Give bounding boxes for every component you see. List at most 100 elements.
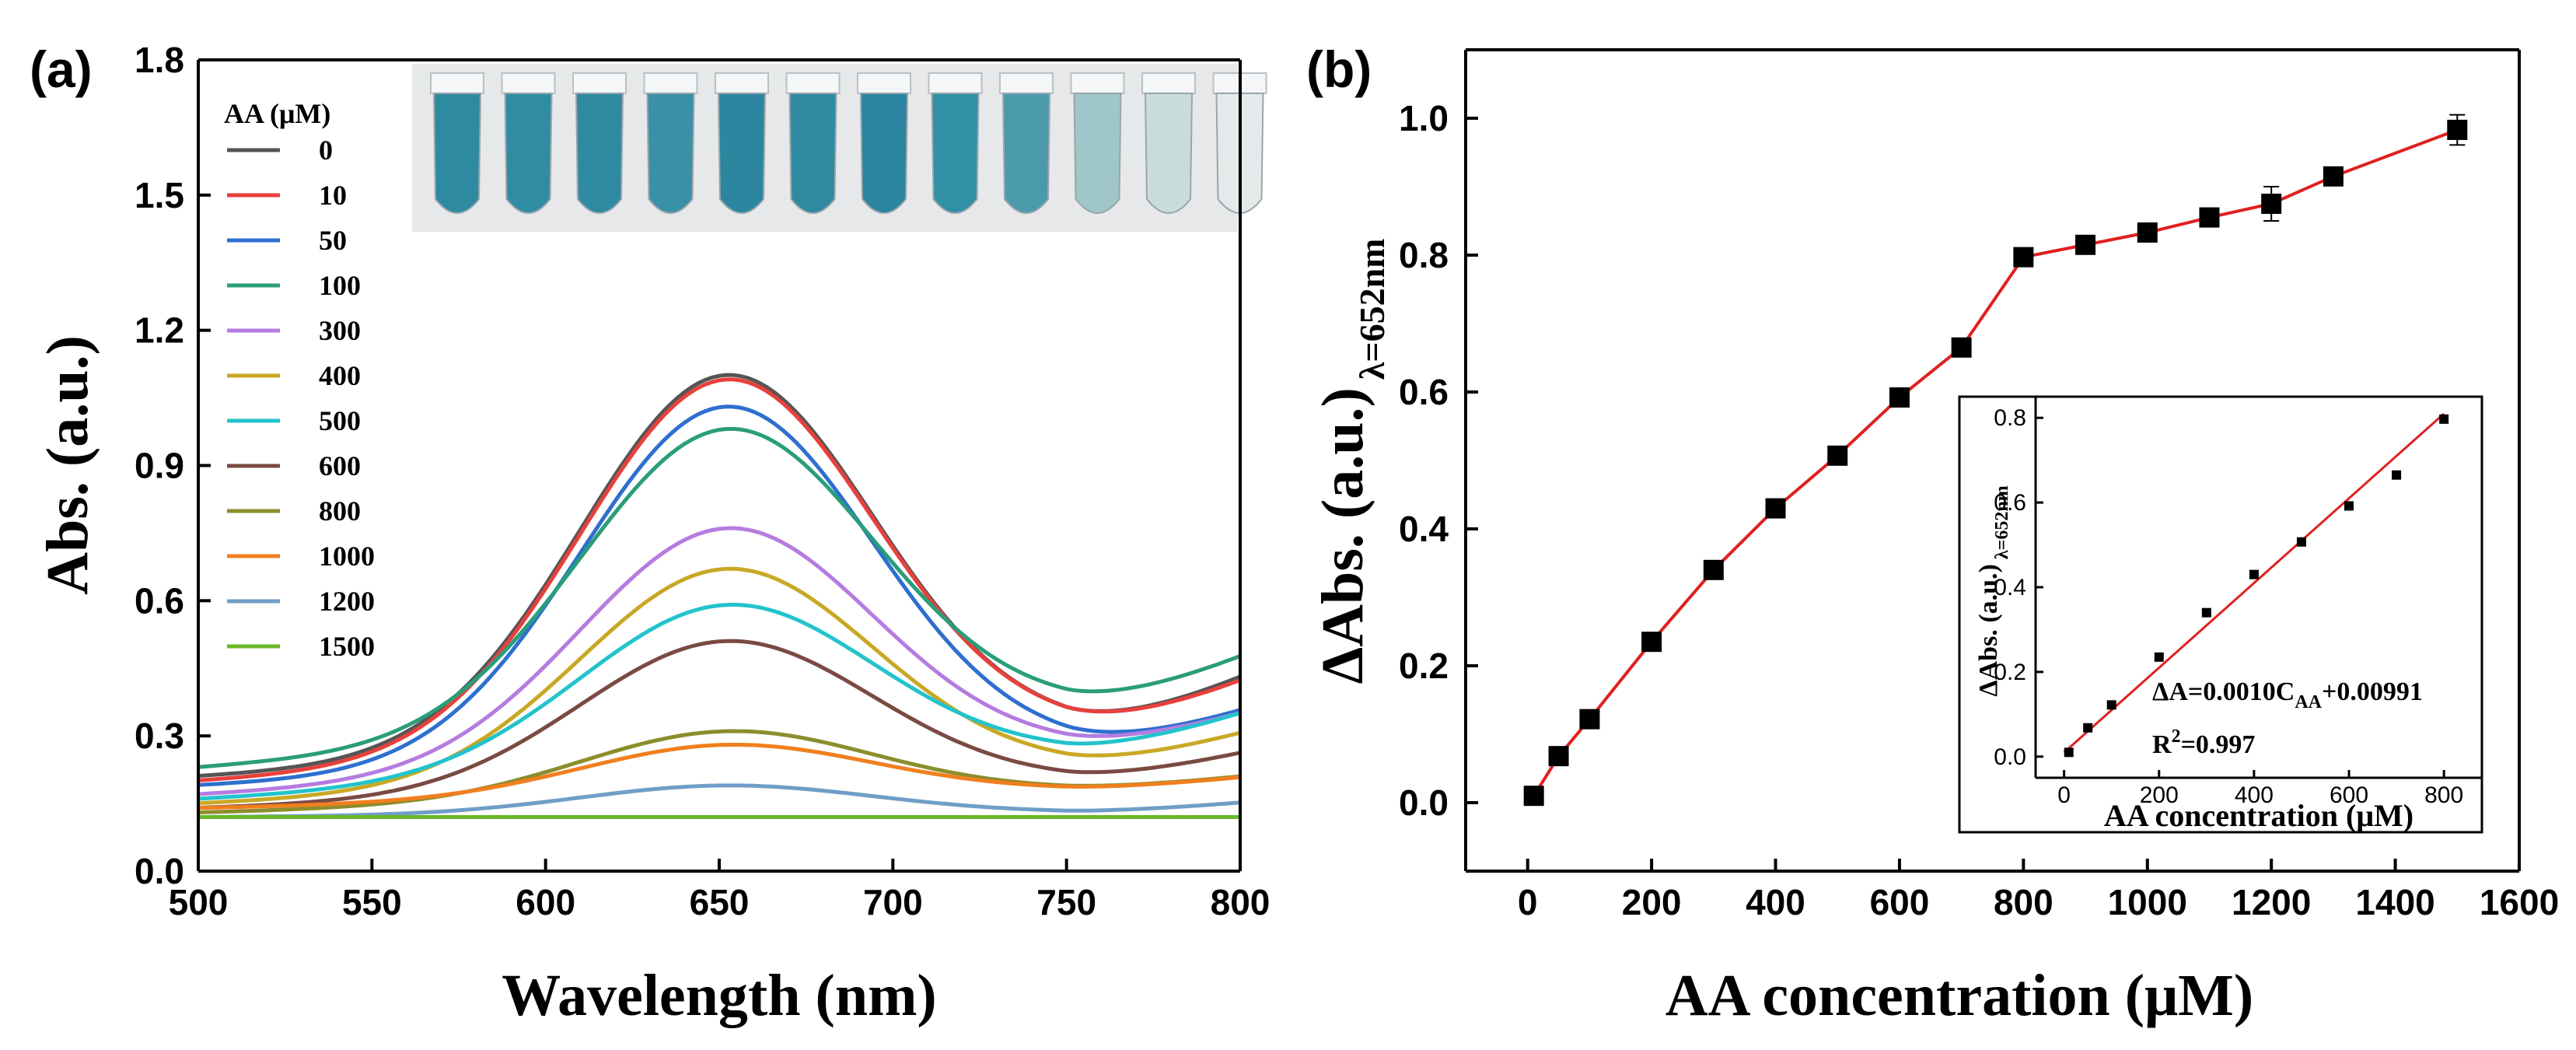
- spectrum-line-100: [197, 426, 1241, 769]
- inset-y-axis-title: ΔAbs. (a.u.): [1974, 564, 2003, 697]
- inset-x-tick-label: 800: [2424, 782, 2463, 808]
- tube-liquid: [575, 93, 624, 214]
- b-x-tick-label: 200: [1622, 882, 1682, 922]
- inset-y-tick-label: 0.6: [1994, 490, 2026, 516]
- tube-cap: [1070, 72, 1125, 94]
- a-x-tick-label: 600: [516, 882, 575, 922]
- b-data-point: [1951, 337, 1972, 358]
- tube-liquid: [859, 93, 909, 214]
- legend-label-50: 50: [319, 225, 347, 256]
- b-connecting-line: [1533, 128, 2459, 797]
- svg-text:ΔAbs. (a.u.)λ=652nm: ΔAbs. (a.u.) λ=652nm: [1974, 485, 2012, 696]
- legend-label-300: 300: [319, 315, 361, 346]
- inset-data-point: [2392, 470, 2402, 480]
- legend-items: 0 10 50 100 300 400 500 600 800 1000 1200 1500: [227, 135, 375, 662]
- legend: AA (μM) 0 10 50 100 300 400 500 600 800 1000 1200 1…: [224, 98, 375, 662]
- tube-liquid: [432, 93, 482, 214]
- legend-label-0: 0: [319, 135, 333, 166]
- legend-title: AA (μM): [224, 98, 330, 129]
- b-data-point: [1889, 387, 1910, 408]
- b-data-point: [1548, 746, 1569, 767]
- spectrum-line-600: [197, 639, 1241, 810]
- inset-y-tick-label: 0.0: [1994, 744, 2026, 770]
- b-y-tick-label: 0.2: [1399, 646, 1449, 686]
- legend-label-400: 400: [319, 360, 361, 391]
- inset-x-ticks: 0 200 400 600 800: [2057, 770, 2463, 808]
- b-x-tick-label: 400: [1746, 882, 1805, 922]
- r-squared-r: R: [2152, 730, 2172, 759]
- b-data-point: [2447, 119, 2468, 140]
- tube-cap: [928, 72, 983, 94]
- b-data-point: [2323, 166, 2344, 187]
- panel-a-label: (a): [30, 40, 93, 98]
- tube-liquid: [646, 93, 695, 214]
- inset-y-ticks: 0.0 0.2 0.4 0.6 0.8: [1994, 405, 2043, 770]
- tube: [572, 72, 627, 214]
- tube-cap: [785, 72, 841, 94]
- legend-label-1500: 1500: [319, 631, 375, 662]
- panel-a: (a) 500 550 600 650 700 750 800 0.00.30.60.91.…: [30, 40, 1270, 1028]
- b-data-point: [1703, 559, 1724, 580]
- inset-x-tick-label: 200: [2140, 782, 2179, 808]
- b-x-tick-label: 1600: [2480, 882, 2559, 922]
- inset-data-series: [2063, 412, 2449, 758]
- spectrum-line-1200: [198, 783, 1241, 819]
- svg-text:ΔAbs. (a.u.)λ=652nm: ΔAbs. (a.u.) λ=652nm: [1310, 239, 1392, 684]
- b-data-point: [1523, 786, 1544, 807]
- tube: [643, 72, 698, 214]
- b-x-ticks: 0 200 400 600 800 1000 1200 1400 1600: [1518, 859, 2559, 922]
- tube-cap: [1141, 72, 1196, 94]
- b-data-point: [2199, 207, 2220, 228]
- inset-x-tick-label: 0: [2057, 782, 2071, 808]
- b-data-series: [1523, 114, 2468, 807]
- legend-label-500: 500: [319, 405, 361, 436]
- tube: [999, 72, 1054, 214]
- b-x-tick-label: 1000: [2108, 882, 2187, 922]
- b-y-tick-label: 1.0: [1399, 98, 1449, 138]
- tube-liquid: [1144, 93, 1194, 214]
- inset-x-tick-label: 600: [2330, 782, 2368, 808]
- inset-data-point: [2439, 414, 2449, 424]
- b-x-tick-label: 1400: [2355, 882, 2434, 922]
- inset-fit-line: [2063, 412, 2445, 754]
- calibration-inset: 0 200 400 600 800 0.0 0.2 0.4 0.6 0.8 AA concent…: [1958, 395, 2483, 834]
- a-y-tick-label: 0.0: [135, 851, 184, 891]
- fit-equation-main: ΔA=0.0010C: [2152, 677, 2295, 706]
- b-x-tick-label: 1200: [2232, 882, 2311, 922]
- inset-data-point: [2344, 501, 2354, 511]
- legend-label-100: 100: [319, 270, 361, 301]
- a-x-tick-label: 500: [169, 882, 229, 922]
- tube-liquid: [788, 93, 837, 214]
- b-y-tick-label: 0.0: [1399, 782, 1449, 823]
- tube: [430, 72, 484, 214]
- tube-liquid: [931, 93, 980, 214]
- inset-data-point: [2249, 569, 2259, 579]
- tube: [1070, 72, 1125, 214]
- panel-b: (b) 0 200 400 600 800 1000 1200 1400 1600 0.0 0.2…: [1306, 40, 2559, 1028]
- inset-y-tick-label: 0.2: [1994, 660, 2026, 685]
- panel-b-label: (b): [1306, 40, 1372, 98]
- tube-cap: [715, 72, 769, 94]
- a-y-ticks: 0.0 0.3 0.6 0.9 1.2 1.5 1.8: [135, 40, 211, 891]
- r-squared-value: =0.997: [2181, 730, 2256, 759]
- inset-frame: [1958, 395, 2483, 834]
- tube-row: [430, 72, 1267, 214]
- tube-cap: [643, 72, 698, 94]
- spectra-series-group: [197, 373, 1241, 819]
- b-x-tick-label: 600: [1870, 882, 1930, 922]
- b-data-point: [2137, 222, 2158, 243]
- spectrum-line-400: [197, 566, 1241, 806]
- fit-equation-subscript: AA: [2295, 692, 2322, 712]
- spectrum-line-1000: [197, 743, 1241, 810]
- a-y-tick-label: 1.5: [135, 175, 184, 215]
- tube-cap: [430, 72, 484, 94]
- tube-cap: [999, 72, 1054, 94]
- tube-cap: [572, 72, 627, 94]
- tube: [501, 72, 556, 214]
- b-data-point: [1579, 709, 1600, 730]
- tube: [857, 72, 911, 214]
- r-squared: R2=0.997: [2152, 726, 2255, 759]
- inset-data-point: [2296, 537, 2306, 547]
- b-y-ticks: 0.0 0.2 0.4 0.6 0.8 1.0: [1399, 98, 1478, 823]
- b-y-axis-subscript: λ=652nm: [1352, 239, 1392, 380]
